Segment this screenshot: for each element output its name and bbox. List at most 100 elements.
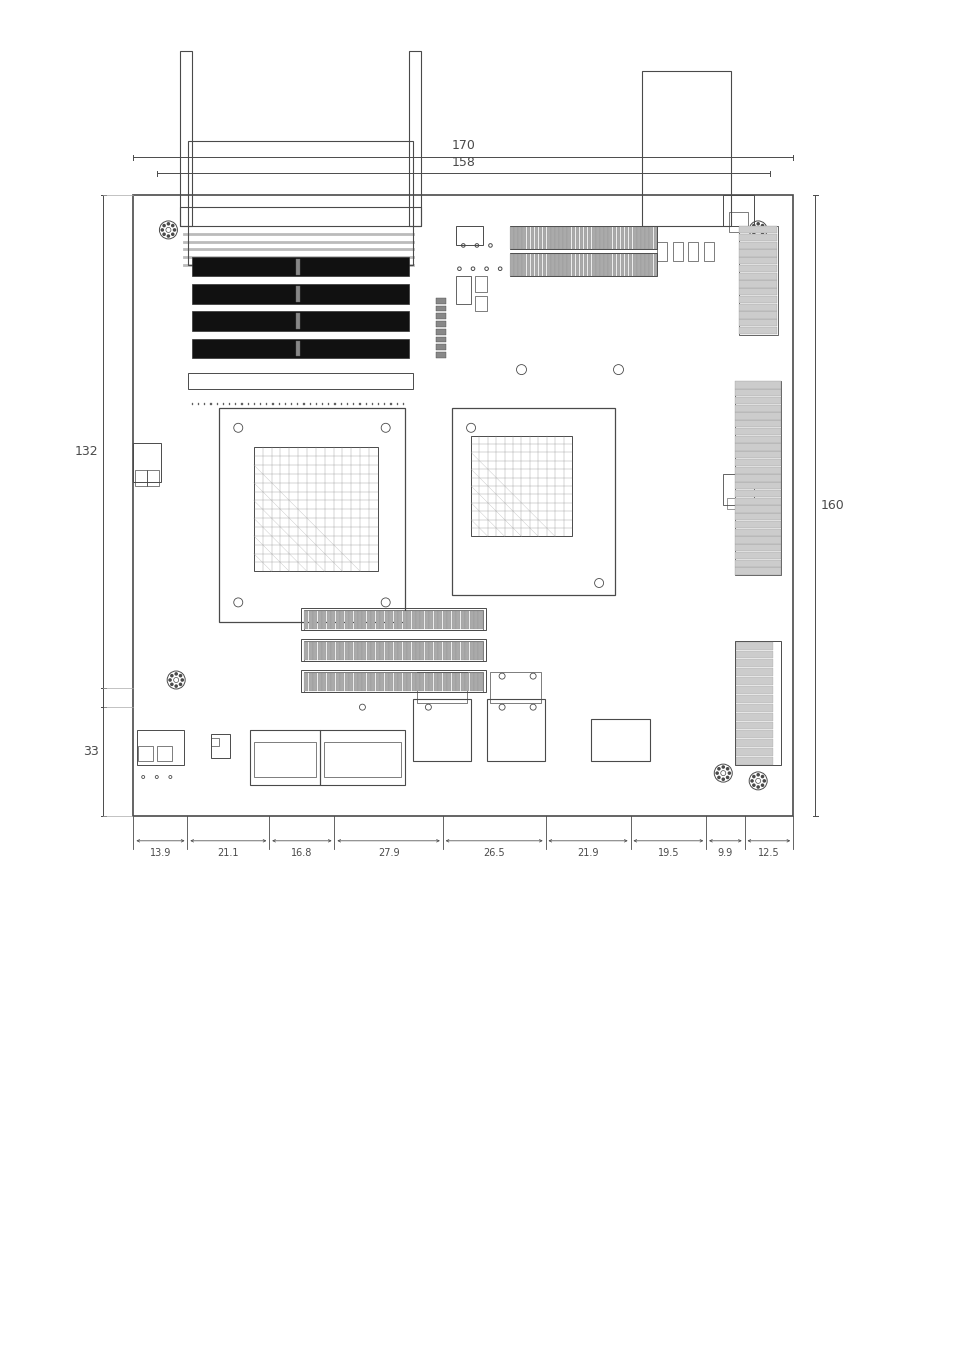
Bar <box>304 672 308 691</box>
Circle shape <box>167 221 170 225</box>
Bar <box>735 529 781 536</box>
Bar <box>633 227 636 248</box>
Bar <box>436 321 445 327</box>
Bar <box>331 610 335 629</box>
Circle shape <box>172 228 176 232</box>
Bar <box>192 285 409 304</box>
Bar <box>509 225 657 250</box>
Bar <box>546 254 550 275</box>
Bar <box>216 402 217 405</box>
Bar <box>310 402 311 405</box>
Bar <box>137 730 184 765</box>
Bar <box>331 672 335 691</box>
Text: 12.5: 12.5 <box>758 848 779 857</box>
Bar <box>530 254 534 275</box>
Bar <box>234 402 236 405</box>
Bar <box>222 402 224 405</box>
Bar <box>735 381 781 389</box>
Bar <box>218 409 405 622</box>
Bar <box>362 672 366 691</box>
Bar <box>301 608 485 629</box>
Bar <box>328 402 329 405</box>
Bar <box>735 748 772 756</box>
Bar <box>583 254 587 275</box>
Bar <box>644 227 648 248</box>
Bar <box>620 254 623 275</box>
Bar <box>739 225 777 234</box>
Bar <box>735 513 781 520</box>
Bar <box>703 242 713 261</box>
Bar <box>612 254 616 275</box>
Bar <box>133 443 160 482</box>
Bar <box>436 336 445 343</box>
Text: 19.5: 19.5 <box>657 848 679 857</box>
Text: 160: 160 <box>821 500 844 512</box>
Bar <box>464 672 469 691</box>
Circle shape <box>756 235 760 238</box>
Bar <box>464 610 469 629</box>
Bar <box>456 672 459 691</box>
Text: 21.1: 21.1 <box>217 848 239 857</box>
Bar <box>296 286 300 301</box>
Bar <box>442 641 446 660</box>
Bar <box>317 610 321 629</box>
Bar <box>734 641 781 765</box>
Bar <box>735 757 772 765</box>
Bar <box>180 51 192 225</box>
Bar <box>456 225 482 246</box>
Bar <box>735 536 781 544</box>
Bar <box>649 227 652 248</box>
Bar <box>380 610 384 629</box>
Circle shape <box>761 779 765 783</box>
Bar <box>375 610 379 629</box>
Bar <box>402 610 406 629</box>
Bar <box>739 304 777 310</box>
Bar <box>434 610 437 629</box>
Bar <box>447 641 451 660</box>
Bar <box>253 447 377 571</box>
Bar <box>296 340 300 356</box>
Bar <box>735 405 781 412</box>
Bar <box>147 471 158 486</box>
Bar <box>735 397 781 404</box>
Circle shape <box>761 228 765 232</box>
Bar <box>304 641 308 660</box>
Bar <box>608 254 611 275</box>
Bar <box>486 699 544 761</box>
Bar <box>460 641 464 660</box>
Bar <box>291 402 292 405</box>
Circle shape <box>178 683 182 686</box>
Bar <box>349 610 353 629</box>
Bar <box>359 402 360 405</box>
Bar <box>514 227 517 248</box>
Bar <box>616 227 619 248</box>
Bar <box>464 641 469 660</box>
Text: 16.8: 16.8 <box>291 848 313 857</box>
Bar <box>313 641 317 660</box>
Bar <box>657 242 666 261</box>
Bar <box>371 610 375 629</box>
Bar <box>530 227 534 248</box>
Bar <box>344 641 348 660</box>
Bar <box>475 277 486 292</box>
Bar <box>436 298 445 304</box>
Circle shape <box>170 683 173 686</box>
Bar <box>349 641 353 660</box>
Bar <box>608 227 611 248</box>
Bar <box>451 641 456 660</box>
Bar <box>542 254 546 275</box>
Bar <box>735 641 772 649</box>
Text: 26.5: 26.5 <box>483 848 504 857</box>
Bar <box>133 194 792 815</box>
Bar <box>551 254 554 275</box>
Circle shape <box>760 224 763 227</box>
Bar <box>517 254 521 275</box>
Bar <box>229 402 230 405</box>
Bar <box>303 402 304 405</box>
Bar <box>478 641 482 660</box>
Bar <box>204 402 205 405</box>
Bar <box>726 498 738 509</box>
Bar <box>575 227 578 248</box>
Bar <box>211 734 231 757</box>
Bar <box>424 672 429 691</box>
